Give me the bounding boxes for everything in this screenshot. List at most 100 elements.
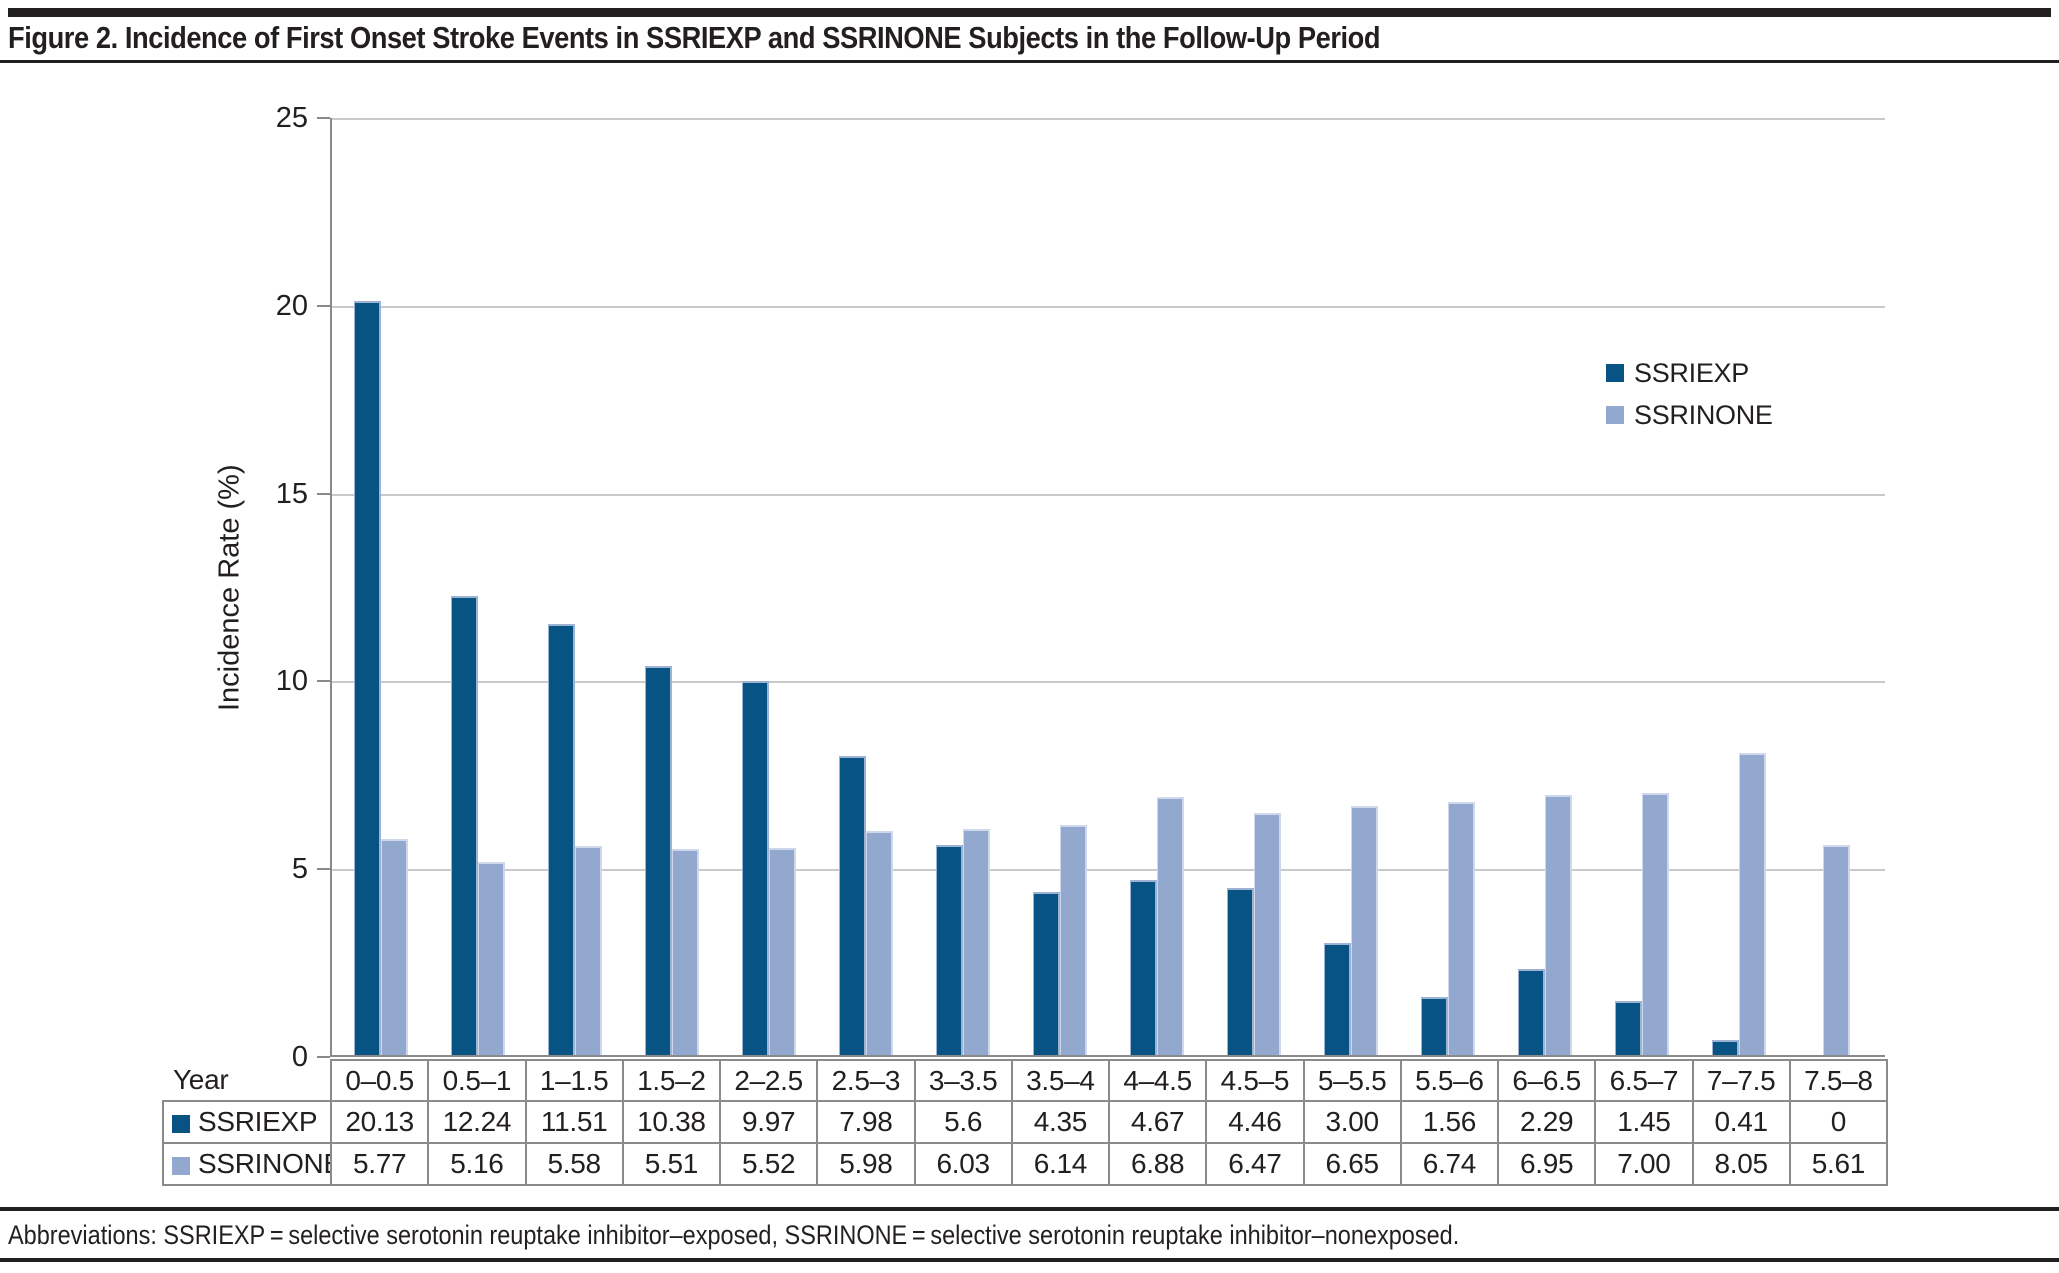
- category-group-1–1.5: [526, 118, 623, 1055]
- figure-title: Figure 2. Incidence of First Onset Strok…: [8, 20, 1381, 55]
- year-cell-14: 7–7.5: [1691, 1059, 1791, 1102]
- category-group-2–2.5: [720, 118, 817, 1055]
- y-tick-mark-0: [317, 1056, 330, 1058]
- y-tick-mark-15: [317, 492, 330, 495]
- y-axis-title: Incidence Rate (%): [213, 464, 246, 711]
- gridline-y-15: [332, 493, 1885, 496]
- cell-ssrinone-12: 6.95: [1496, 1142, 1597, 1186]
- bar-ssrinone-8: [1157, 797, 1185, 1055]
- category-group-0.5–1: [429, 118, 526, 1055]
- row-header-ssriexp: SSRIEXP: [162, 1100, 332, 1144]
- cell-ssriexp-9: 4.46: [1205, 1100, 1305, 1144]
- cell-ssriexp-10: 3.00: [1302, 1100, 1402, 1144]
- cell-ssriexp-5: 7.98: [816, 1100, 916, 1144]
- cell-ssrinone-9: 6.47: [1205, 1142, 1305, 1186]
- cell-ssrinone-13: 7.00: [1594, 1142, 1694, 1186]
- bar-ssriexp-3: [644, 665, 672, 1055]
- table-swatch-ssriexp: [172, 1115, 190, 1133]
- legend-swatch-ssrinone: [1606, 406, 1624, 424]
- cell-ssriexp-7: 4.35: [1010, 1100, 1111, 1144]
- bar-ssriexp-4: [741, 681, 769, 1055]
- cell-ssriexp-12: 2.29: [1496, 1100, 1597, 1144]
- cell-ssrinone-5: 5.98: [816, 1142, 916, 1186]
- bar-ssrinone-6: [962, 829, 990, 1055]
- category-group-5.5–6: [1400, 118, 1497, 1055]
- bar-ssriexp-5: [838, 755, 866, 1055]
- y-tick-label-20: 20: [275, 289, 308, 322]
- category-group-5–5.5: [1303, 118, 1400, 1055]
- bar-ssrinone-2: [574, 845, 602, 1055]
- year-cell-2: 1–1.5: [524, 1059, 624, 1102]
- cell-ssriexp-2: 11.51: [524, 1100, 624, 1144]
- bar-ssrinone-5: [865, 830, 893, 1055]
- bar-ssriexp-11: [1421, 996, 1449, 1055]
- cell-ssrinone-11: 6.74: [1399, 1142, 1500, 1186]
- category-group-7.5–8: [1788, 118, 1885, 1055]
- category-group-6–6.5: [1497, 118, 1594, 1055]
- bar-ssriexp-10: [1324, 942, 1352, 1055]
- y-tick-mark-25: [317, 117, 330, 119]
- cell-ssriexp-8: 4.67: [1107, 1100, 1208, 1144]
- year-cell-15: 7.5–8: [1788, 1059, 1889, 1102]
- top-rule-bar: [8, 8, 2051, 17]
- category-group-4.5–5: [1206, 118, 1303, 1055]
- y-tick-label-15: 15: [275, 477, 308, 510]
- bar-ssrinone-13: [1642, 792, 1670, 1055]
- category-group-0–0.5: [332, 118, 429, 1055]
- y-tick-label-0: 0: [291, 1041, 308, 1073]
- bar-ssrinone-10: [1351, 805, 1379, 1055]
- bar-ssrinone-12: [1545, 794, 1573, 1055]
- legend-item-ssriexp: SSRIEXP: [1606, 352, 1773, 394]
- legend-label-ssrinone: SSRINONE: [1634, 399, 1773, 430]
- bar-ssrinone-11: [1448, 802, 1476, 1055]
- category-group-3.5–4: [1011, 118, 1108, 1055]
- cell-ssriexp-1: 12.24: [427, 1100, 527, 1144]
- table-row-year: Year 0–0.5 0.5–1 1–1.5 1.5–2 2–2.5 2.5–3 3–3.5 3…: [163, 1059, 1889, 1102]
- row-header-ssrinone: SSRINONE: [162, 1142, 332, 1186]
- bar-ssriexp-13: [1615, 1000, 1643, 1055]
- cell-ssrinone-15: 5.61: [1788, 1142, 1889, 1186]
- bar-ssrinone-14: [1739, 753, 1767, 1055]
- year-cell-7: 3.5–4: [1010, 1059, 1111, 1102]
- category-group-2.5–3: [817, 118, 914, 1055]
- category-group-7–7.5: [1691, 118, 1788, 1055]
- cell-ssrinone-14: 8.05: [1691, 1142, 1791, 1186]
- bar-ssriexp-7: [1032, 891, 1060, 1055]
- legend-swatch-ssriexp: [1606, 364, 1624, 382]
- year-cell-10: 5–5.5: [1302, 1059, 1402, 1102]
- chart-legend: SSRIEXP SSRINONE: [1606, 352, 1773, 436]
- bar-ssriexp-9: [1227, 887, 1255, 1055]
- year-cell-1: 0.5–1: [427, 1059, 527, 1102]
- bar-ssriexp-0: [353, 300, 381, 1055]
- y-tick-label-10: 10: [275, 665, 308, 698]
- footer-bottom-rule: [0, 1258, 2059, 1262]
- cell-ssrinone-1: 5.16: [427, 1142, 527, 1186]
- year-cell-11: 5.5–6: [1399, 1059, 1500, 1102]
- cell-ssriexp-15: 0: [1788, 1100, 1889, 1144]
- table-swatch-ssrinone: [172, 1157, 190, 1175]
- y-tick-mark-5: [317, 868, 330, 871]
- abbreviations-note: Abbreviations: SSRIEXP = selective serot…: [8, 1220, 1460, 1250]
- bar-ssriexp-8: [1130, 879, 1158, 1055]
- cell-ssrinone-8: 6.88: [1107, 1142, 1208, 1186]
- category-group-4–4.5: [1109, 118, 1206, 1055]
- data-table: Year 0–0.5 0.5–1 1–1.5 1.5–2 2–2.5 2.5–3 3–3.5 3…: [162, 1059, 1889, 1186]
- y-tick-mark-20: [317, 304, 330, 307]
- cell-ssrinone-6: 6.03: [913, 1142, 1013, 1186]
- legend-label-ssriexp: SSRIEXP: [1634, 357, 1749, 388]
- year-cell-13: 6.5–7: [1594, 1059, 1694, 1102]
- bar-ssriexp-2: [547, 623, 575, 1055]
- bar-ssriexp-6: [935, 845, 963, 1055]
- bars-layer: [332, 118, 1885, 1055]
- cell-ssriexp-14: 0.41: [1691, 1100, 1791, 1144]
- gridline-y-25: [332, 118, 1885, 120]
- category-group-3–3.5: [914, 118, 1011, 1055]
- cell-ssriexp-11: 1.56: [1399, 1100, 1500, 1144]
- bar-ssrinone-7: [1059, 824, 1087, 1055]
- legend-item-ssrinone: SSRINONE: [1606, 394, 1773, 436]
- table-row-ssriexp: SSRIEXP 20.13 12.24 11.51 10.38 9.97 7.98 5.6 4.…: [162, 1100, 1889, 1144]
- bar-ssriexp-14: [1712, 1039, 1740, 1055]
- y-tick-label-25: 25: [275, 102, 308, 134]
- bar-ssrinone-15: [1822, 844, 1850, 1055]
